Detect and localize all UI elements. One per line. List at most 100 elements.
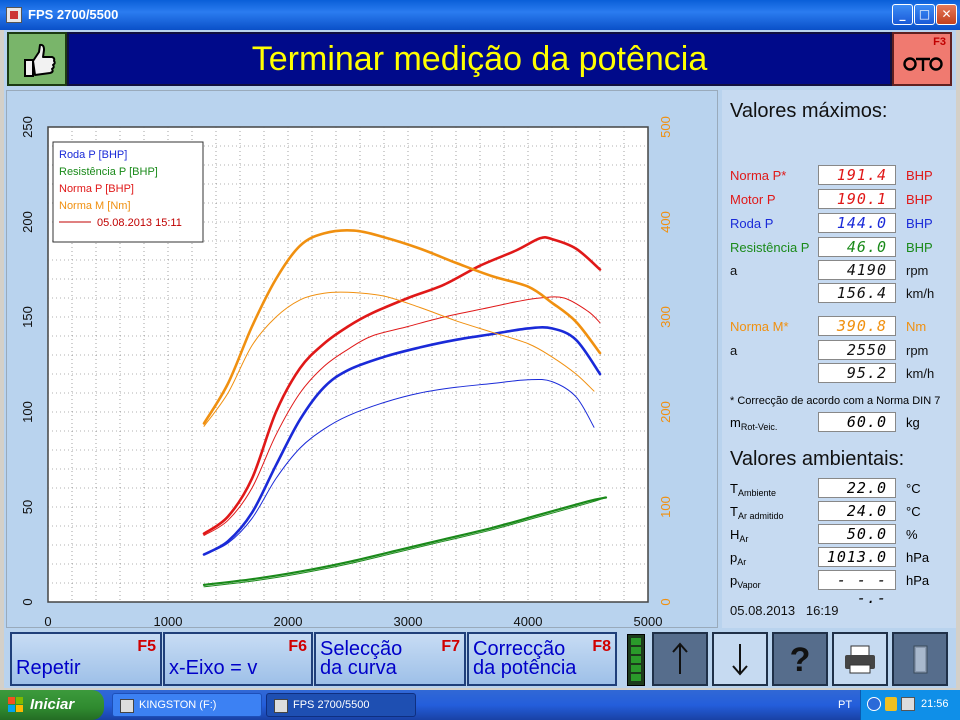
max-value-label: Norma M* bbox=[730, 319, 789, 334]
series-line-2 bbox=[202, 326, 602, 556]
max-value-field: 144.0 bbox=[818, 213, 896, 233]
legend-box bbox=[52, 141, 204, 243]
max-value-row: 95.2 km/h bbox=[730, 363, 960, 385]
start-button[interactable]: Iniciar bbox=[0, 690, 104, 720]
legend-entry: Roda P [BHP] bbox=[59, 149, 127, 161]
max-value-unit: km/h bbox=[906, 286, 935, 301]
ambient-value-field: 24.0 bbox=[818, 501, 896, 521]
din-footnote: * Correcção de acordo com a Norma DIN 7 bbox=[730, 395, 941, 407]
mass-label: mRot-Veic. bbox=[730, 415, 778, 432]
oto-icon bbox=[903, 57, 943, 71]
taskbar: Iniciar KINGSTON (F:) FPS 2700/5500 PT 2… bbox=[0, 690, 960, 720]
ambient-value-field: 50.0 bbox=[818, 524, 896, 544]
max-value-row: Resistência P 46.0 BHP bbox=[730, 237, 960, 259]
x-tick-label: 1000 bbox=[154, 614, 183, 629]
language-indicator[interactable]: PT bbox=[838, 699, 853, 711]
max-value-field: 46.0 bbox=[818, 237, 896, 257]
ambient-value-field: - - - -.- bbox=[818, 570, 896, 607]
ambient-value-unit: °C bbox=[906, 504, 921, 519]
ambient-value-label: pVapor bbox=[730, 573, 761, 590]
arrow-up-button[interactable] bbox=[652, 632, 708, 686]
app-task-icon bbox=[274, 699, 288, 713]
max-value-label: Norma P* bbox=[730, 168, 787, 183]
x-axis-button[interactable]: F6 x-Eixo = v bbox=[163, 632, 313, 686]
max-value-row: Norma P* 191.4 BHP bbox=[730, 165, 960, 187]
values-panel: Valores máximos: Norma P* 191.4 BHP Motor P… bbox=[722, 90, 956, 628]
help-button[interactable]: ? bbox=[772, 632, 828, 686]
y-left-tick-label: 250 bbox=[20, 116, 35, 138]
app-icon bbox=[6, 7, 22, 23]
series-line-1 bbox=[203, 296, 601, 536]
max-values-title: Valores máximos: bbox=[730, 100, 888, 122]
series-line-0 bbox=[202, 235, 602, 535]
y-right-tick-label: 100 bbox=[658, 496, 673, 518]
max-value-label: Resistência P bbox=[730, 240, 810, 255]
minimize-button[interactable]: _ bbox=[892, 4, 913, 25]
y-left-tick-label: 50 bbox=[20, 500, 35, 514]
close-button[interactable]: ✕ bbox=[936, 4, 957, 25]
max-value-label: a bbox=[730, 343, 738, 358]
ambient-value-unit: hPa bbox=[906, 550, 930, 565]
title-bar[interactable]: FPS 2700/5500 _ □ ✕ bbox=[0, 0, 960, 30]
max-value-unit: rpm bbox=[906, 343, 929, 358]
y-right-tick-label: 500 bbox=[658, 116, 673, 138]
max-value-row: Motor P 190.1 BHP bbox=[730, 189, 960, 211]
ambient-value-row: pVapor - - - -.- hPa bbox=[730, 570, 960, 607]
task-fps[interactable]: FPS 2700/5500 bbox=[266, 693, 416, 717]
exit-button[interactable] bbox=[892, 632, 948, 686]
status-led bbox=[627, 634, 645, 686]
max-value-row: a 4190 rpm bbox=[730, 260, 960, 282]
window-title: FPS 2700/5500 bbox=[28, 7, 119, 22]
system-tray: 21:56 bbox=[860, 690, 960, 720]
legend-entry: Norma P [BHP] bbox=[59, 183, 134, 195]
y-left-tick-label: 100 bbox=[20, 401, 35, 423]
max-value-label: a bbox=[730, 263, 738, 278]
series-line-7 bbox=[203, 291, 595, 427]
ambient-value-unit: hPa bbox=[906, 573, 930, 588]
ambient-value-field: 22.0 bbox=[818, 478, 896, 498]
page-title: Terminar medição da potência bbox=[251, 40, 708, 78]
power-correction-label: Correcção da potência bbox=[473, 638, 577, 679]
y-left-tick-label: 0 bbox=[20, 598, 35, 605]
max-value-field: 390.8 bbox=[818, 316, 896, 336]
legend-entry: Norma M [Nm] bbox=[59, 200, 131, 212]
arrow-down-button[interactable] bbox=[712, 632, 768, 686]
measurement-time: 16:19 bbox=[805, 603, 839, 618]
shield-icon[interactable] bbox=[885, 697, 897, 711]
app-window: FPS 2700/5500 _ □ ✕ Terminar medição da … bbox=[0, 0, 960, 690]
max-value-unit: BHP bbox=[906, 240, 933, 255]
tray-app-icon[interactable] bbox=[901, 697, 915, 711]
door-icon bbox=[913, 645, 928, 674]
mass-unit: kg bbox=[906, 415, 920, 430]
maximize-button[interactable]: □ bbox=[914, 4, 935, 25]
clock[interactable]: 21:56 bbox=[921, 698, 949, 710]
ambient-value-unit: % bbox=[906, 527, 918, 542]
power-correction-button[interactable]: F8 Correcção da potência bbox=[467, 632, 617, 686]
x-tick-label: 4000 bbox=[514, 614, 543, 629]
max-value-unit: km/h bbox=[906, 366, 935, 381]
series-line-6 bbox=[202, 229, 602, 425]
max-value-row: 156.4 km/h bbox=[730, 283, 960, 305]
max-value-unit: rpm bbox=[906, 263, 929, 278]
power-chart: 0 1000 2000 3000 4000 5000 0 50 100 150 200 250 0 100… bbox=[20, 116, 673, 629]
max-value-label: Roda P bbox=[730, 216, 774, 231]
confirm-button[interactable] bbox=[7, 32, 67, 86]
task-fps-label: FPS 2700/5500 bbox=[293, 699, 370, 711]
repeat-button[interactable]: F5 Repetir bbox=[10, 632, 162, 686]
max-value-row: Roda P 144.0 BHP bbox=[730, 213, 960, 235]
tray-arrow-icon[interactable] bbox=[867, 697, 881, 711]
max-value-field: 4190 bbox=[818, 260, 896, 280]
series-line-3 bbox=[203, 378, 595, 555]
help-icon: ? bbox=[790, 641, 811, 679]
x-axis-label: x-Eixo = v bbox=[169, 657, 258, 679]
curve-selection-button[interactable]: F7 Selecção da curva bbox=[314, 632, 466, 686]
task-kingston[interactable]: KINGSTON (F:) bbox=[112, 693, 262, 717]
y-left-tick-label: 150 bbox=[20, 306, 35, 328]
x-tick-label: 2000 bbox=[274, 614, 303, 629]
legend-entry: Resistência P [BHP] bbox=[59, 166, 158, 178]
y-right-tick-label: 0 bbox=[658, 598, 673, 605]
print-button[interactable] bbox=[832, 632, 888, 686]
oto-button[interactable]: F3 bbox=[892, 32, 952, 86]
drive-icon bbox=[120, 699, 134, 713]
ambient-value-field: 1013.0 bbox=[818, 547, 896, 567]
